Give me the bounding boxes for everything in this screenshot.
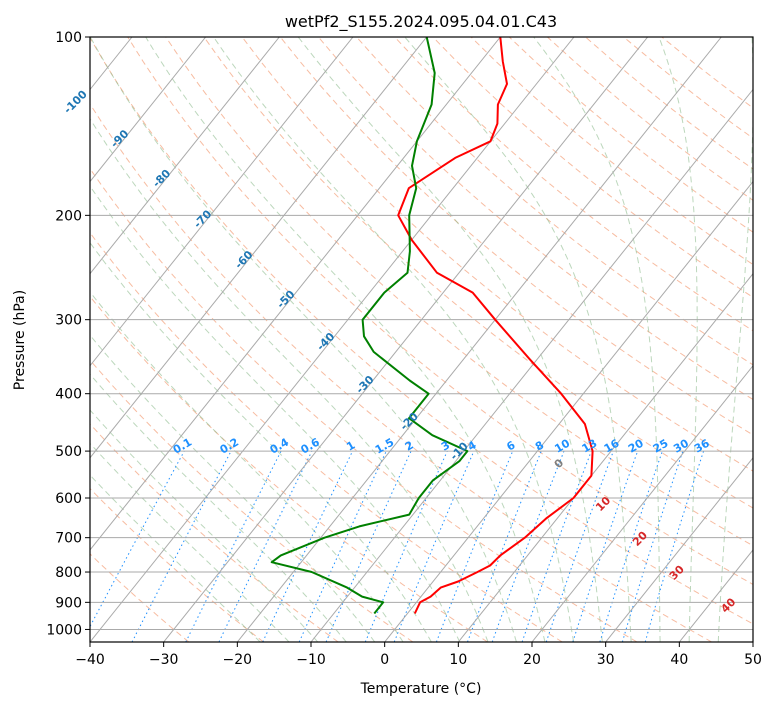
- x-tick-label: −30: [149, 652, 179, 668]
- isotherm-line: [90, 37, 428, 459]
- y-axis-label: Pressure (hPa): [12, 290, 28, 390]
- y-tick-label: 1000: [46, 622, 82, 638]
- moist-adiabat: [90, 442, 290, 642]
- mixing-ratio-line: [599, 450, 663, 642]
- mixing-ratio-line: [218, 450, 313, 642]
- x-tick-label: −10: [296, 652, 326, 668]
- moist-adiabat: [533, 37, 661, 642]
- dry-adiabat: [90, 103, 712, 642]
- dry-adiabat: [127, 37, 753, 586]
- isotherm-line: [752, 641, 753, 642]
- moist-adiabat: [90, 37, 517, 642]
- isotherm-line: [90, 37, 575, 642]
- y-tick-label: 700: [55, 531, 82, 547]
- moist-adiabat: [145, 37, 546, 642]
- grid-layer: [0, 37, 753, 642]
- mixing-ratio-line: [467, 450, 542, 642]
- moist-adiabat: [90, 117, 489, 642]
- isotherm-line: [0, 37, 58, 642]
- y-tick-label: 300: [55, 313, 82, 329]
- dry-adiabat: [318, 37, 753, 401]
- mixing-ratio-line: [298, 450, 387, 642]
- moist-adiabat: [404, 37, 632, 642]
- plot-area: [90, 37, 753, 642]
- y-tick-label: 500: [55, 444, 82, 460]
- dry-adiabat: [165, 37, 753, 547]
- profile-layer: [270, 37, 594, 615]
- isotherm-label: -100: [61, 87, 90, 116]
- dry-adiabat: [90, 231, 563, 642]
- x-axis: −40 −30 −20 −10 0 10 20 30 40 50: [75, 642, 762, 668]
- isotherm-line: [605, 457, 753, 642]
- mixing-ratio-line: [572, 450, 639, 642]
- isotherm-line: [310, 88, 753, 642]
- isotherm-line: [90, 37, 354, 367]
- plot-frame: [89, 36, 754, 643]
- isotherm-line: [90, 37, 207, 183]
- isotherm-line: [457, 272, 753, 642]
- dry-adiabat: [90, 553, 190, 642]
- y-axis: 100 200 300 400 500 600 700 800 900 1000: [46, 30, 90, 638]
- mixing-ratio-line: [435, 450, 514, 642]
- temperature-profile: [397, 37, 594, 614]
- isotherm-line: [163, 37, 649, 642]
- moist-adiabat: [297, 37, 603, 642]
- moist-adiabat: [90, 373, 347, 642]
- x-axis-label: Temperature (°C): [360, 681, 482, 697]
- moist-adiabat: [658, 37, 698, 642]
- isotherm-line: [90, 37, 501, 551]
- x-tick-label: 10: [449, 652, 467, 668]
- moist-adiabat: [90, 474, 261, 642]
- x-tick-label: −20: [223, 652, 253, 668]
- moist-adiabat: [90, 241, 432, 642]
- dry-adiabat: [203, 37, 753, 509]
- mixing-ratio-line: [90, 450, 185, 628]
- x-tick-label: 50: [744, 652, 762, 668]
- dry-adiabat: [356, 37, 753, 366]
- moist-adiabat: [213, 37, 575, 642]
- y-tick-label: 200: [55, 208, 82, 224]
- y-tick-label: 800: [55, 565, 82, 581]
- y-tick-label: 900: [55, 595, 82, 611]
- dry-adiabat: [90, 167, 638, 642]
- moist-adiabat: [717, 37, 753, 642]
- x-tick-label: 20: [523, 652, 541, 668]
- y-tick-label: 100: [55, 30, 82, 46]
- mixing-ratio-line: [621, 450, 684, 642]
- moist-adiabat: [90, 334, 376, 642]
- dry-adiabat: [394, 37, 753, 332]
- y-tick-label: 600: [55, 491, 82, 507]
- isotherm-line: [90, 37, 280, 275]
- isotherm-line: [384, 180, 753, 642]
- x-tick-label: 30: [597, 652, 615, 668]
- dry-adiabat: [90, 37, 753, 625]
- x-tick-label: 0: [380, 652, 389, 668]
- dewpoint-profile: [270, 37, 469, 615]
- chart-title: wetPf2_S155.2024.095.04.01.C43: [285, 12, 557, 32]
- x-tick-label: 40: [670, 652, 688, 668]
- isotherm-line: [531, 364, 753, 642]
- y-tick-label: 400: [55, 387, 82, 403]
- x-tick-label: −40: [75, 652, 105, 668]
- mixing-ratio-line: [262, 450, 353, 642]
